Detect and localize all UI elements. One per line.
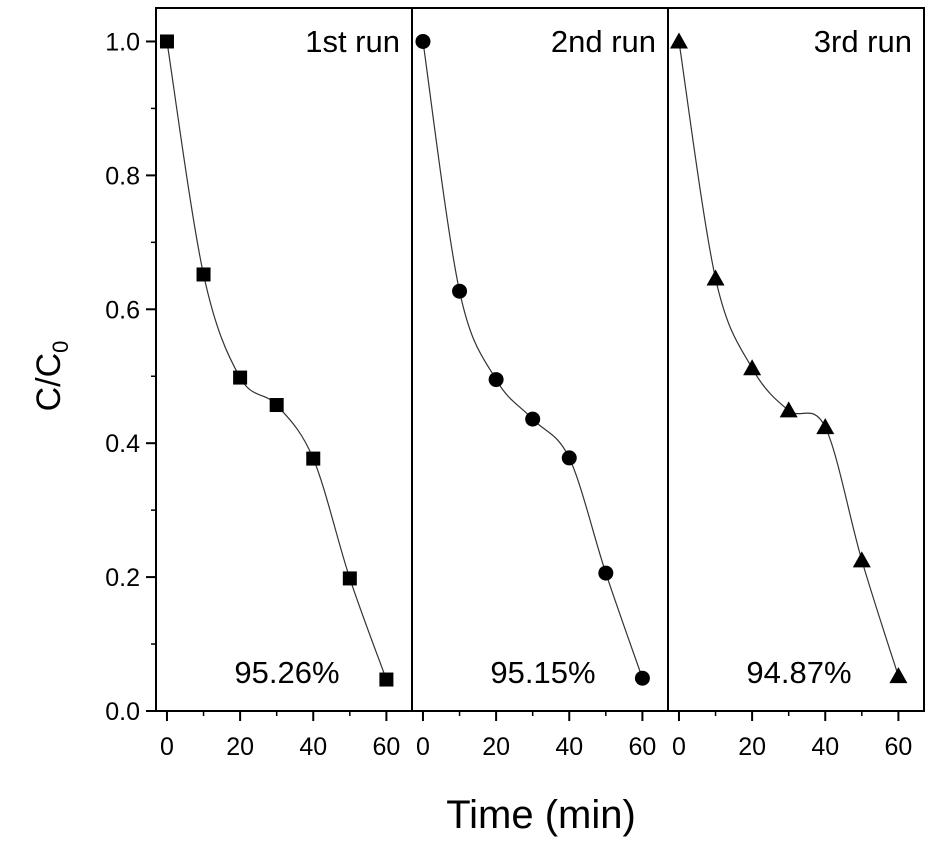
data-point-triangle <box>669 32 688 49</box>
data-point-circle <box>634 670 650 686</box>
y-axis-title-sub: 0 <box>48 341 73 353</box>
x-tick-label: 20 <box>226 733 254 761</box>
x-tick-label: 60 <box>372 733 400 761</box>
y-tick-label: 0.8 <box>105 162 140 190</box>
data-point-circle <box>488 372 504 388</box>
y-tick-label: 0.6 <box>105 296 140 324</box>
data-point-square <box>159 34 174 49</box>
panels-layer: 0 20 40 60 1st run 95.26% 0 20 40 60 2nd run 95.15%… <box>155 7 925 761</box>
x-tick-label: 20 <box>738 733 766 761</box>
y-tick-label: 0.2 <box>105 564 140 592</box>
data-point-square <box>196 267 211 282</box>
data-point-circle <box>598 565 614 581</box>
y-axis: 0.0 0.2 0.4 0.6 0.8 1.0 <box>105 28 156 726</box>
panel-frame <box>411 7 669 712</box>
data-point-square <box>379 672 394 687</box>
panel-label: 1st run <box>305 24 400 59</box>
y-axis-title: C/C0 <box>30 341 73 412</box>
data-point-circle <box>415 33 431 49</box>
data-point-triangle <box>889 667 908 684</box>
panel-label: 3rd run <box>814 24 912 59</box>
x-tick-label: 0 <box>160 733 174 761</box>
data-point-circle <box>525 411 541 427</box>
data-point-square <box>269 398 284 413</box>
panel-frame <box>155 7 413 712</box>
efficiency-label: 95.15% <box>490 655 595 690</box>
x-tick-label: 40 <box>299 733 327 761</box>
data-point-triangle <box>743 359 762 376</box>
data-point-triangle <box>852 551 871 568</box>
x-tick-label: 60 <box>884 733 912 761</box>
data-point-circle <box>561 450 577 466</box>
y-axis-title-main: C/C <box>30 353 68 412</box>
x-tick-label: 0 <box>672 733 686 761</box>
x-tick-label: 40 <box>555 733 583 761</box>
y-tick-label: 0.4 <box>105 430 140 458</box>
panel-frame <box>667 7 925 712</box>
efficiency-label: 94.87% <box>746 655 851 690</box>
data-point-triangle <box>816 418 835 435</box>
x-tick-label: 20 <box>482 733 510 761</box>
data-point-triangle <box>779 401 798 418</box>
panel-2: 0 20 40 60 2nd run 95.15% <box>411 7 669 761</box>
x-tick-label: 60 <box>628 733 656 761</box>
data-point-circle <box>452 283 468 299</box>
efficiency-label: 95.26% <box>234 655 339 690</box>
series-line <box>422 41 643 679</box>
data-point-square <box>233 370 248 385</box>
panel-label: 2nd run <box>551 24 656 59</box>
x-tick-label: 40 <box>811 733 839 761</box>
panel-1: 0 20 40 60 1st run 95.26% <box>155 7 413 761</box>
x-axis-title: Time (min) <box>446 793 636 837</box>
y-tick-label: 0.0 <box>105 698 140 726</box>
y-tick-label: 1.0 <box>105 28 140 56</box>
panel-3: 0 20 40 60 3rd run 94.87% <box>667 7 925 761</box>
data-point-square <box>342 571 357 586</box>
data-point-triangle <box>706 269 725 286</box>
data-point-square <box>306 451 321 466</box>
series-line <box>678 41 899 677</box>
x-tick-label: 0 <box>416 733 430 761</box>
